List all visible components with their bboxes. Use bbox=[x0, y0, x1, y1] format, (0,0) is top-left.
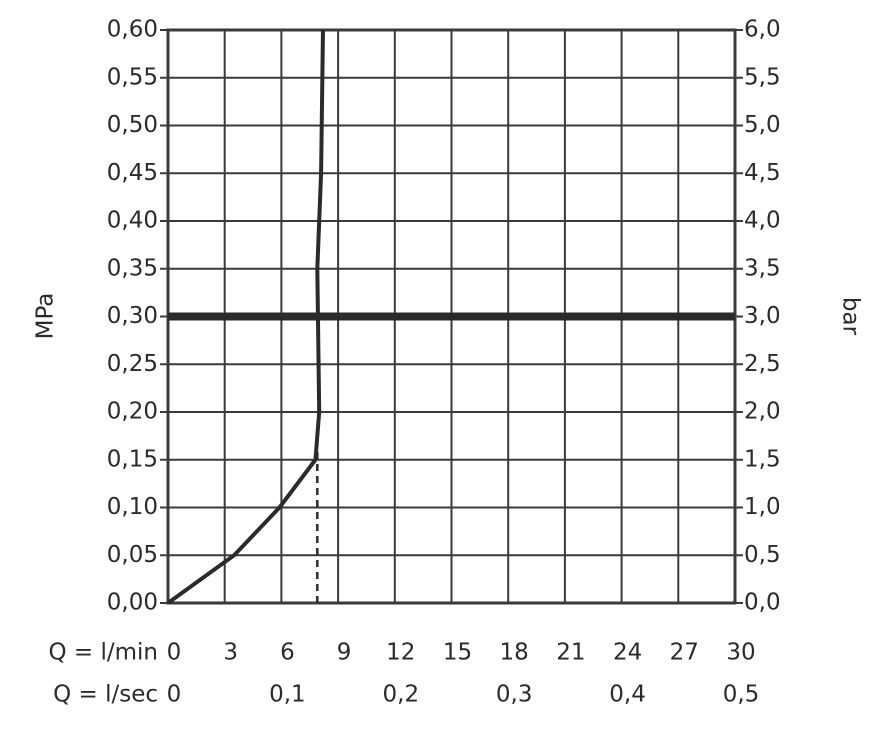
x2-tick-label: 0,3 bbox=[496, 682, 533, 708]
x2-tick-label: 0,5 bbox=[723, 682, 760, 708]
y2-tick-label: 0,0 bbox=[744, 590, 781, 616]
y-tick-label: 0,40 bbox=[107, 208, 158, 234]
y2-tick-label: 4,5 bbox=[744, 160, 781, 186]
x-tick-label: 24 bbox=[613, 640, 642, 666]
y-tick-label: 0,05 bbox=[107, 542, 158, 568]
y2-tick-label: 1,5 bbox=[744, 446, 781, 472]
y-tick-label: 0,50 bbox=[107, 112, 158, 138]
y2-tick-label: 2,5 bbox=[744, 351, 781, 377]
y-tick-label: 0,00 bbox=[107, 590, 158, 616]
x-tick-label: 3 bbox=[223, 640, 238, 666]
x-tick-label: 9 bbox=[337, 640, 352, 666]
y-tick-label: 0,15 bbox=[107, 446, 158, 472]
y-tick-label: 0,20 bbox=[107, 399, 158, 425]
y-tick-label: 0,25 bbox=[107, 351, 158, 377]
y2-tick-label: 2,0 bbox=[744, 399, 781, 425]
y-tick-label: 0,35 bbox=[107, 255, 158, 281]
y-tick-label: 0,45 bbox=[107, 160, 158, 186]
x-tick-label: 0 bbox=[167, 640, 182, 666]
x2-tick-label: 0,1 bbox=[269, 682, 306, 708]
y-axis-label: MPa bbox=[33, 293, 59, 340]
x-tick-label: 30 bbox=[726, 640, 755, 666]
y2-tick-label: 6,0 bbox=[744, 17, 781, 43]
series-line bbox=[166, 29, 325, 605]
y-tick-label: 0,30 bbox=[107, 303, 158, 329]
x-tick-label: 27 bbox=[670, 640, 699, 666]
y2-tick-label: 5,5 bbox=[744, 64, 781, 90]
x2-tick-label: 0 bbox=[167, 682, 182, 708]
x-tick-label: 6 bbox=[280, 640, 295, 666]
x-tick-label: 21 bbox=[556, 640, 585, 666]
x-tick-label: 12 bbox=[386, 640, 415, 666]
y-tick-label: 0,55 bbox=[107, 64, 158, 90]
y2-tick-label: 4,0 bbox=[744, 208, 781, 234]
y-tick-label: 0,60 bbox=[107, 17, 158, 43]
y2-tick-label: 1,0 bbox=[744, 494, 781, 520]
y2-tick-label: 3,5 bbox=[744, 255, 781, 281]
x2-axis-label: Q = l/sec bbox=[53, 682, 158, 708]
x-axis-label: Q = l/min bbox=[48, 640, 158, 666]
y2-axis-label: bar bbox=[838, 297, 864, 336]
x2-tick-label: 0,4 bbox=[609, 682, 646, 708]
y2-tick-label: 5,0 bbox=[744, 112, 781, 138]
y-tick-label: 0,10 bbox=[107, 494, 158, 520]
x-tick-label: 18 bbox=[500, 640, 529, 666]
y2-tick-label: 3,0 bbox=[744, 303, 781, 329]
x-tick-label: 15 bbox=[443, 640, 472, 666]
y2-tick-label: 0,5 bbox=[744, 542, 781, 568]
x2-tick-label: 0,2 bbox=[383, 682, 420, 708]
